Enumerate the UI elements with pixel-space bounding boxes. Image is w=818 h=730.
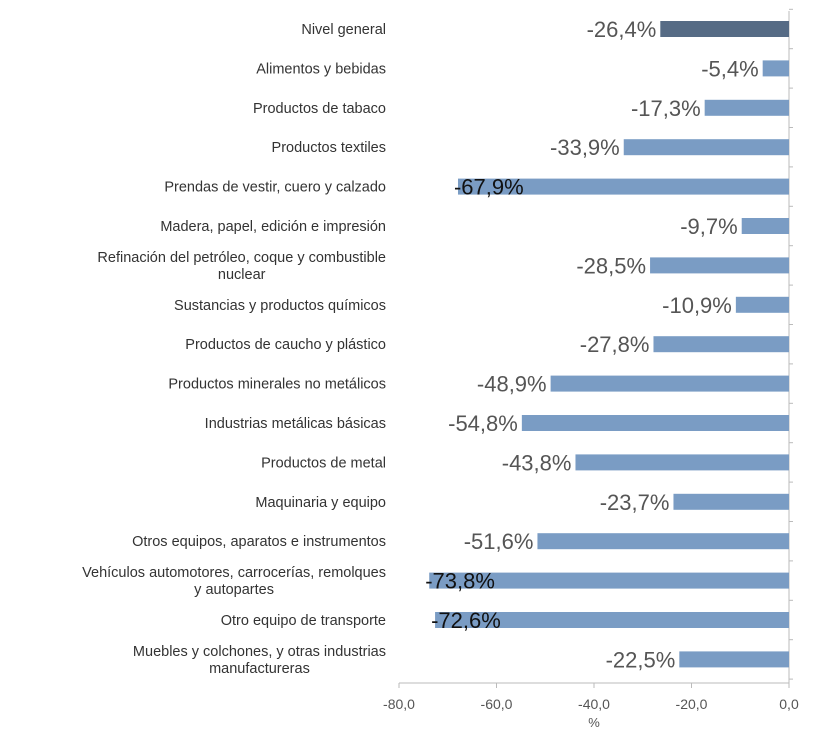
value-label: -17,3%	[631, 96, 701, 121]
value-label: -67,9%	[454, 175, 524, 200]
value-label: -51,6%	[464, 529, 534, 554]
x-tick-label: -80,0	[383, 696, 415, 712]
category-label: Sustancias y productos químicos	[174, 298, 386, 314]
value-label: -5,4%	[701, 56, 758, 81]
category-label: manufactureras	[209, 661, 310, 677]
bar-8	[653, 336, 789, 353]
category-label: y autopartes	[194, 582, 274, 598]
value-label: -72,6%	[431, 608, 501, 633]
value-label: -27,8%	[580, 332, 650, 357]
bar-10	[521, 415, 789, 431]
x-tick-label: -20,0	[676, 696, 708, 712]
x-axis-title: %	[588, 715, 600, 730]
value-label: -54,8%	[448, 411, 518, 436]
bar-3	[623, 139, 789, 156]
bar-1	[762, 60, 789, 77]
category-label: Otros equipos, aparatos e instrumentos	[132, 534, 386, 550]
category-label: Productos de caucho y plástico	[185, 337, 386, 353]
value-label: -43,8%	[502, 450, 572, 475]
x-tick-label: -40,0	[578, 696, 610, 712]
bar-15	[435, 612, 789, 628]
category-label: Otro equipo de transporte	[221, 613, 386, 629]
value-label: -10,9%	[662, 293, 732, 318]
value-label: -33,9%	[550, 135, 620, 160]
bar-13	[537, 533, 789, 550]
bar-5	[741, 218, 789, 234]
category-label: Productos de tabaco	[253, 101, 386, 117]
category-label: Refinación del petróleo, coque y combust…	[97, 250, 386, 266]
category-label: Alimentos y bebidas	[256, 61, 386, 77]
bar-16	[679, 651, 789, 668]
value-label: -48,9%	[477, 372, 547, 397]
bar-9	[550, 375, 789, 392]
value-label: -22,5%	[606, 647, 676, 672]
category-label: Madera, papel, edición e impresión	[160, 219, 386, 235]
category-label: nuclear	[218, 267, 266, 283]
value-label: -26,4%	[587, 17, 657, 42]
category-label: Maquinaria y equipo	[255, 495, 386, 511]
category-label: Productos textiles	[272, 140, 386, 156]
category-label: Productos de metal	[261, 455, 386, 471]
bar-7	[735, 296, 789, 313]
x-tick-label: -60,0	[481, 696, 513, 712]
value-label: -9,7%	[680, 214, 737, 239]
value-label: -23,7%	[600, 490, 670, 515]
category-label: Vehículos automotores, carrocerías, remo…	[82, 565, 386, 581]
category-label: Nivel general	[301, 22, 386, 38]
bar-14	[429, 572, 789, 589]
bar-11	[575, 454, 789, 471]
value-label: -28,5%	[576, 253, 646, 278]
x-tick-label: 0,0	[779, 696, 799, 712]
bar-12	[673, 493, 789, 510]
category-label: Industrias metálicas básicas	[205, 416, 386, 432]
category-label: Muebles y colchones, y otras industrias	[133, 644, 386, 660]
category-label: Prendas de vestir, cuero y calzado	[164, 180, 386, 196]
category-label: Productos minerales no metálicos	[168, 377, 386, 393]
bar-0	[660, 21, 789, 37]
bar-2	[704, 99, 789, 116]
bar-4	[457, 178, 789, 195]
value-label: -73,8%	[425, 569, 495, 594]
bar-6	[650, 257, 789, 274]
